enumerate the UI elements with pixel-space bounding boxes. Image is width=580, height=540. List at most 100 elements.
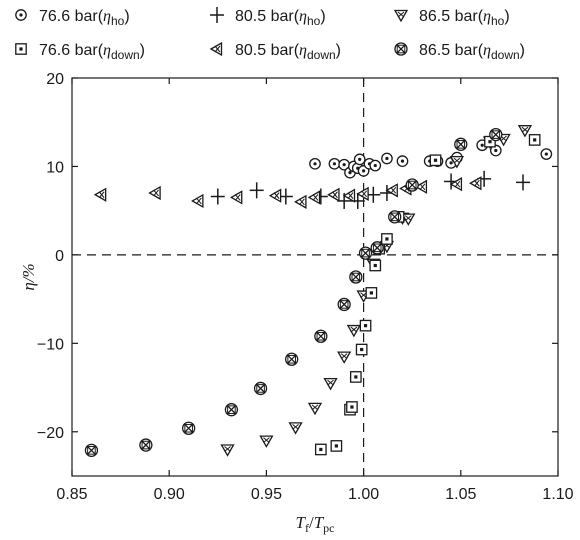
data-point (181, 421, 196, 435)
data-point (328, 157, 341, 170)
data-point (309, 157, 321, 170)
data-point (148, 185, 161, 201)
data-point (353, 153, 366, 166)
reference-lines (72, 78, 558, 476)
legend-label: 86.5 bar(ηho) (419, 8, 510, 28)
legend-label: 80.5 bar(ηho) (235, 8, 326, 28)
x-axis-title: Tf/Tpc (296, 513, 335, 535)
data-point (469, 176, 482, 191)
data-point (337, 351, 352, 364)
data-point (449, 155, 465, 169)
legend-item: 86.5 bar(ηdown) (394, 42, 525, 62)
data-point (327, 187, 340, 202)
data-point (346, 401, 358, 413)
data-point (396, 155, 409, 167)
data-point (314, 443, 327, 456)
data-point (210, 188, 225, 205)
series-6 (84, 127, 503, 458)
legend-item: 86.5 bar(ηho) (393, 8, 510, 28)
data-points (84, 125, 553, 458)
data-point (139, 438, 153, 452)
legend-marker (15, 43, 27, 55)
data-point (191, 193, 204, 209)
x-tick-label: 1.00 (348, 486, 379, 503)
x-tick-label: 0.95 (251, 486, 282, 503)
legend-label: 76.6 bar(ηho) (39, 8, 130, 28)
data-point (224, 403, 239, 417)
data-point (349, 371, 362, 383)
y-tick-label: −20 (37, 425, 64, 442)
y-tick-label: 10 (46, 159, 64, 176)
series-4 (314, 134, 541, 456)
data-point (429, 154, 442, 167)
data-point (358, 246, 373, 260)
data-point (93, 187, 107, 202)
legend-item: 80.5 bar(ηdown) (209, 41, 341, 62)
data-point (388, 210, 402, 224)
y-tick-label: 20 (46, 71, 64, 88)
series-5 (93, 176, 482, 209)
data-point (307, 190, 321, 205)
series-2 (210, 170, 531, 209)
data-point (405, 178, 419, 192)
data-point (369, 259, 382, 272)
data-point (294, 194, 307, 209)
data-point (346, 324, 362, 338)
legend-label: 80.5 bar(ηdown) (235, 42, 341, 62)
data-point (381, 152, 393, 165)
data-point (356, 186, 369, 201)
y-axis-title: η/% (19, 263, 38, 290)
x-axis-title-main-b: T (314, 513, 325, 532)
data-point (253, 381, 268, 396)
data-point (249, 182, 264, 199)
data-point (540, 148, 553, 160)
data-point (330, 440, 343, 452)
x-tick-label: 1.10 (542, 486, 573, 503)
x-axis-title-main-a: T (296, 513, 307, 532)
x-tick-label: 0.85 (56, 486, 87, 503)
x-axis-title-sep: / (309, 513, 314, 532)
data-point (84, 443, 99, 458)
data-point (369, 159, 382, 172)
data-point (381, 233, 393, 245)
data-point (259, 435, 274, 448)
legend-item: 76.6 bar(ηho) (15, 8, 130, 28)
data-point (314, 329, 328, 343)
data-point (288, 422, 303, 435)
data-point (401, 213, 416, 226)
y-tick-label: 0 (55, 248, 64, 265)
data-point (342, 188, 356, 203)
x-tick-label: 1.05 (445, 486, 476, 503)
data-point (349, 270, 363, 284)
data-point (220, 444, 235, 457)
data-point (229, 190, 243, 205)
plot-frame (71, 77, 559, 477)
data-point (268, 188, 282, 203)
data-point (516, 174, 531, 191)
y-tick-label: −10 (37, 336, 64, 353)
data-point (489, 127, 503, 142)
data-point (370, 241, 384, 255)
data-point (307, 402, 323, 416)
data-point (323, 377, 338, 391)
data-point (285, 352, 299, 366)
legend-marker (209, 41, 223, 57)
data-point (449, 177, 463, 192)
data-point (414, 179, 428, 194)
legend-marker (393, 9, 409, 23)
legend-marker (15, 9, 27, 21)
legend-label: 76.6 bar(ηdown) (39, 42, 145, 62)
data-point (454, 137, 468, 151)
data-point (528, 134, 541, 146)
data-point (517, 125, 533, 138)
axis-ticks: 0.85 0.90 0.95 1.00 1.05 1.10 −20 −10 0 10 20 (37, 71, 574, 503)
legend-marker (210, 7, 224, 23)
x-tick-label: 0.90 (154, 486, 185, 503)
data-point (359, 319, 372, 332)
data-point (338, 158, 351, 171)
data-point (365, 287, 378, 299)
x-axis-title-sub-b: pc (323, 521, 334, 535)
legend-label: 86.5 bar(ηdown) (419, 42, 525, 62)
legend: 76.6 bar(ηho) 80.5 bar(ηho) 86.5 bar(ηho) 7… (15, 7, 525, 62)
